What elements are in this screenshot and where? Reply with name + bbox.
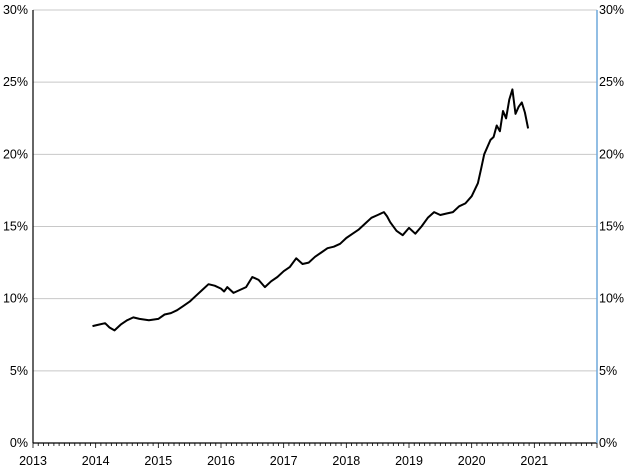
series-line [92, 88, 530, 332]
x-tick-label: 2016 [207, 454, 235, 468]
y-left-tick-label: 5% [10, 364, 28, 378]
y-left-tick-label: 30% [3, 3, 28, 17]
x-tick-label: 2015 [144, 454, 172, 468]
y-left-tick-label: 0% [10, 436, 28, 450]
gridlines [33, 9, 597, 372]
x-tick-label: 2014 [82, 454, 110, 468]
y-right-tick-label: 0% [599, 436, 617, 450]
y-right-tick-label: 30% [599, 3, 624, 17]
y-right-tick-label: 5% [599, 364, 617, 378]
x-tick-label: 2019 [395, 454, 423, 468]
y-right-tick-label: 10% [599, 292, 624, 306]
y-right-tick-label: 15% [599, 220, 624, 234]
x-tick-label: 2017 [270, 454, 298, 468]
x-tick-label: 2020 [458, 454, 486, 468]
y-left-tick-label: 20% [3, 147, 28, 161]
x-tick-label: 2013 [19, 454, 47, 468]
y-right-tick-label: 20% [599, 147, 624, 161]
y-left-tick-label: 25% [3, 75, 28, 89]
x-axis-ticks [32, 443, 598, 448]
y-right-tick-label: 25% [599, 75, 624, 89]
tick-labels: 0% 5% 10% 15% 20% 25% 30% 0% 5% 10% 15% 20% 25% 30% 20… [3, 3, 624, 468]
y-left-tick-label: 10% [3, 292, 28, 306]
x-tick-label: 2018 [332, 454, 360, 468]
y-left-tick-label: 15% [3, 220, 28, 234]
x-tick-label: 2021 [520, 454, 548, 468]
